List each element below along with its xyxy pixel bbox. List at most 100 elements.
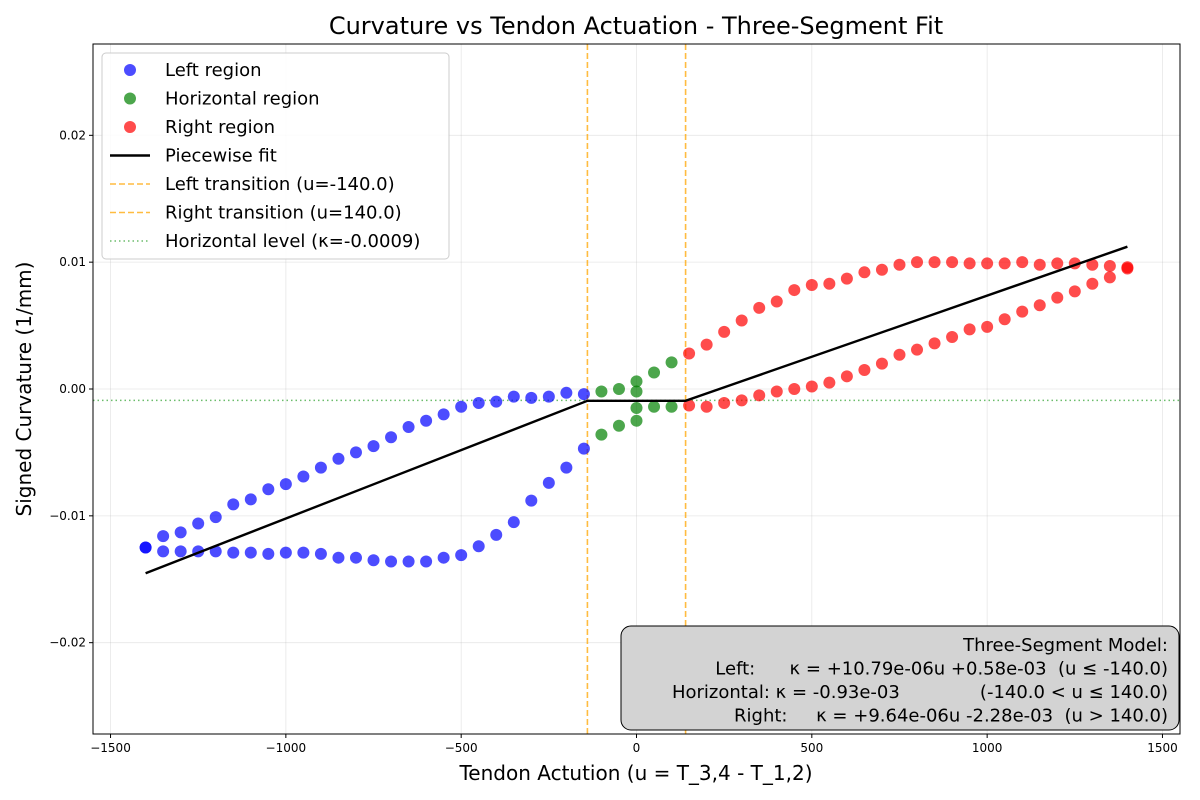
- data-point-series-3: [1086, 258, 1099, 271]
- data-point-series-3: [1051, 291, 1064, 304]
- data-point-series-3: [805, 380, 818, 393]
- legend-label: Horizontal level (κ=-0.0009): [165, 231, 420, 252]
- data-point-series-1: [402, 421, 415, 434]
- y-tick-label: −0.01: [49, 509, 86, 523]
- data-point-series-2: [648, 400, 661, 413]
- data-point-series-3: [840, 370, 853, 383]
- x-tick-label: −500: [445, 741, 478, 755]
- x-tick-label: 1000: [972, 741, 1003, 755]
- data-point-series-1: [455, 549, 468, 562]
- data-point-series-1: [367, 440, 380, 453]
- piecewise-fit-line: [145, 245, 1128, 575]
- data-point-series-3: [700, 400, 713, 413]
- data-point-series-3: [700, 338, 713, 351]
- data-point-series-3: [981, 257, 994, 270]
- data-point-series-1: [192, 517, 205, 530]
- data-point-series-1: [157, 545, 170, 558]
- data-point-series-1: [262, 547, 275, 560]
- legend-marker: [124, 121, 136, 133]
- data-point-series-1: [490, 395, 503, 408]
- data-point-series-1: [227, 546, 240, 559]
- data-point-series-1: [472, 396, 485, 409]
- data-point-series-1: [437, 408, 450, 421]
- data-point-series-1: [279, 478, 292, 491]
- data-point-series-2: [648, 366, 661, 379]
- data-point-series-3: [911, 256, 924, 269]
- data-point-series-3: [823, 376, 836, 389]
- y-tick-label: 0.00: [59, 382, 86, 396]
- data-point-series-3: [946, 256, 959, 269]
- data-point-series-3: [963, 257, 976, 270]
- data-point-series-1: [297, 546, 310, 559]
- data-point-series-1: [542, 390, 555, 403]
- data-point-series-3: [875, 263, 888, 276]
- data-point-series-1: [297, 470, 310, 483]
- legend-label: Right region: [165, 117, 275, 138]
- legend-label: Piecewise fit: [165, 146, 277, 167]
- data-point-series-3: [1016, 305, 1029, 318]
- data-point-series-3: [718, 325, 731, 338]
- data-point-series-3: [875, 357, 888, 370]
- data-point-series-2: [665, 356, 678, 369]
- data-point-series-2: [595, 385, 608, 398]
- data-point-series-3: [718, 396, 731, 409]
- data-point-series-1: [402, 555, 415, 568]
- data-point-series-1: [314, 461, 327, 474]
- data-point-series-1: [437, 551, 450, 564]
- legend-label: Left region: [165, 60, 262, 81]
- data-point-series-3: [1086, 277, 1099, 290]
- data-point-series-3: [1033, 299, 1046, 312]
- data-point-series-2: [630, 385, 643, 398]
- data-point-series-3: [805, 278, 818, 291]
- x-axis-label: Tendon Actution (u = T_3,4 - T_1,2): [458, 761, 812, 785]
- data-point-series-1: [560, 461, 573, 474]
- data-point-series-1: [367, 554, 380, 567]
- data-point-series-1: [262, 483, 275, 496]
- data-point-series-2: [595, 428, 608, 441]
- data-point-series-3: [858, 363, 871, 376]
- data-point-series-3: [946, 330, 959, 343]
- data-point-series-1: [244, 493, 257, 506]
- data-point-series-3: [1103, 271, 1116, 284]
- data-point-series-3: [735, 314, 748, 327]
- model-line: Left: κ = +10.79e-06u +0.58e-03 (u ≤ -14…: [715, 659, 1168, 680]
- data-point-series-3: [1051, 257, 1064, 270]
- y-tick-label: 0.02: [59, 128, 86, 142]
- data-point-series-3: [998, 313, 1011, 326]
- data-point-series-3: [928, 256, 941, 269]
- data-point-series-1: [385, 431, 398, 444]
- data-point-series-2: [612, 419, 625, 432]
- data-point-series-1: [174, 545, 187, 558]
- data-point-series-3: [683, 399, 696, 412]
- data-point-series-2: [612, 383, 625, 395]
- data-point-series-1: [420, 555, 433, 568]
- x-tick-label: 500: [800, 741, 823, 755]
- legend-label: Left transition (u=-140.0): [165, 174, 395, 195]
- legend-marker: [124, 92, 136, 105]
- data-point-series-3: [770, 385, 783, 398]
- data-point-series-1: [490, 528, 503, 541]
- data-point-series-3: [1016, 256, 1029, 269]
- data-point-series-1: [209, 511, 222, 524]
- data-point-series-3: [1068, 285, 1081, 298]
- data-point-series-3: [893, 258, 906, 271]
- x-tick-label: −1500: [90, 741, 131, 755]
- data-point-series-3: [893, 348, 906, 361]
- data-point-series-1: [139, 541, 152, 554]
- data-point-series-1: [244, 546, 257, 559]
- data-point-series-1: [560, 386, 573, 399]
- data-point-series-3: [683, 347, 696, 360]
- data-point-series-3: [770, 295, 783, 308]
- data-point-series-3: [753, 301, 766, 314]
- data-point-series-1: [314, 547, 327, 560]
- data-point-series-1: [420, 414, 433, 427]
- data-point-series-1: [577, 442, 590, 455]
- data-point-series-1: [332, 452, 345, 465]
- data-point-series-3: [858, 266, 871, 279]
- data-point-series-1: [385, 555, 398, 568]
- model-line: Right: κ = +9.64e-06u -2.28e-03 (u > 140…: [734, 706, 1168, 727]
- data-point-series-2: [630, 414, 643, 427]
- data-point-series-2: [630, 375, 643, 388]
- data-point-series-1: [525, 391, 538, 404]
